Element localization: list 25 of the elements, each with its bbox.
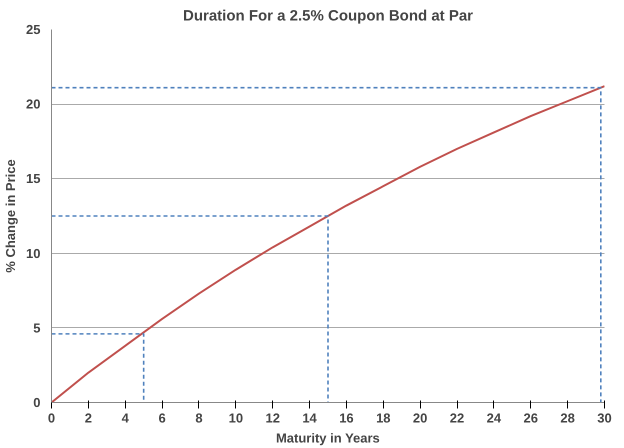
x-tick-label: 14 xyxy=(302,410,318,426)
y-tick-label: 20 xyxy=(26,96,41,112)
y-tick-label: 5 xyxy=(33,320,41,336)
x-tick-label: 24 xyxy=(486,410,502,426)
y-tick-label: 25 xyxy=(26,22,41,37)
x-tick-label: 18 xyxy=(376,410,391,426)
y-axis-title: % Change in Price xyxy=(3,159,18,273)
x-tick-label: 8 xyxy=(195,410,203,426)
x-tick-label: 0 xyxy=(48,410,56,426)
y-tick-label: 10 xyxy=(26,246,41,261)
x-tick-label: 2 xyxy=(84,410,92,426)
x-tick-label: 4 xyxy=(122,410,130,426)
x-tick-label: 16 xyxy=(339,410,354,426)
chart-title: Duration For a 2.5% Coupon Bond at Par xyxy=(182,8,474,24)
x-tick-label: 30 xyxy=(597,410,612,426)
x-tick-label: 28 xyxy=(560,410,575,426)
x-tick-label: 12 xyxy=(265,410,280,426)
x-axis-title: Maturity in Years xyxy=(276,430,380,446)
y-tick-label: 0 xyxy=(33,395,41,410)
x-tick-label: 10 xyxy=(228,410,244,426)
x-tick-label: 6 xyxy=(158,410,166,426)
x-tick-label: 20 xyxy=(412,410,428,426)
y-tick-label: 15 xyxy=(26,171,41,186)
x-tick-label: 22 xyxy=(450,410,464,426)
x-tick-label: 26 xyxy=(524,410,538,426)
